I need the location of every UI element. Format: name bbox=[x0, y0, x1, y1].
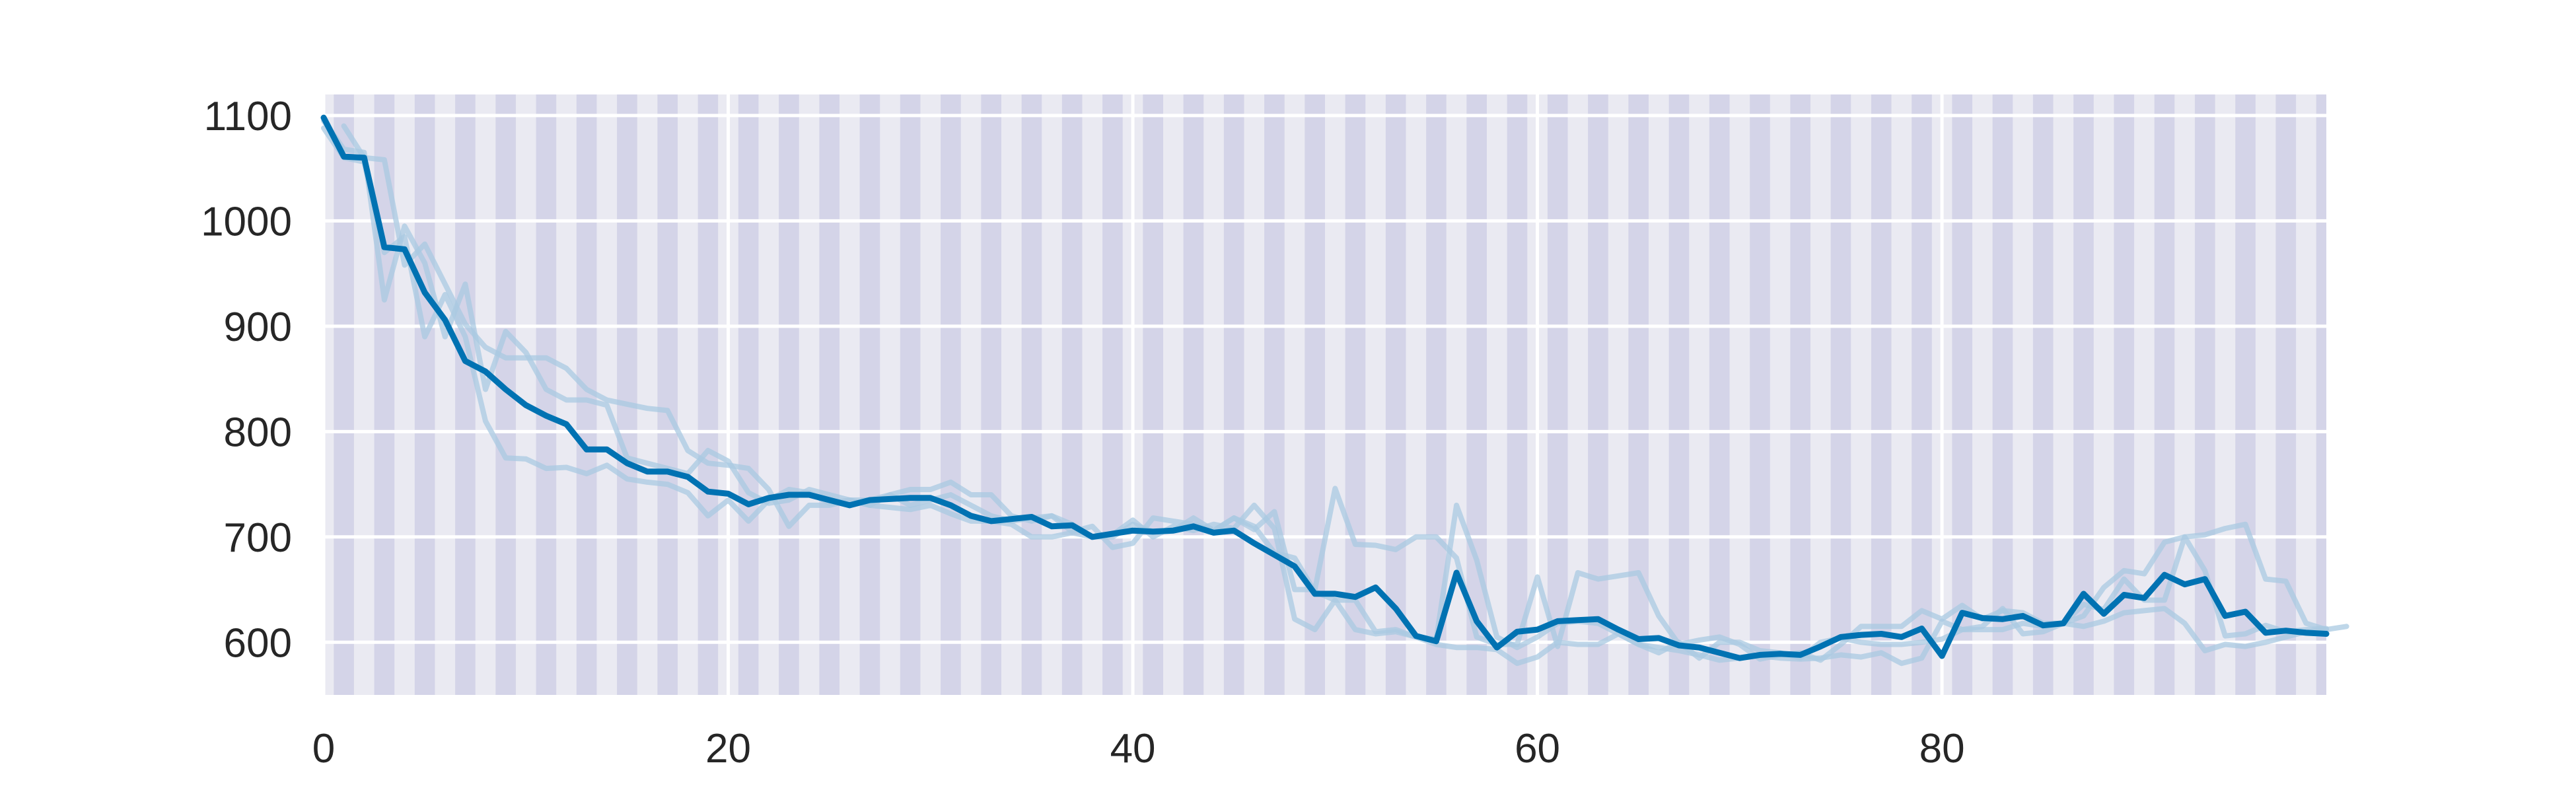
background-stripe bbox=[334, 94, 354, 695]
background-stripe bbox=[1264, 94, 1285, 695]
background-stripe bbox=[1912, 94, 1932, 695]
y-tick-label: 900 bbox=[224, 305, 292, 350]
background-stripe bbox=[1871, 94, 1892, 695]
background-stripe bbox=[981, 94, 1001, 695]
x-tick-label: 60 bbox=[1515, 726, 1560, 772]
background-stripe bbox=[455, 94, 476, 695]
background-stripe bbox=[1668, 94, 1690, 695]
background-stripe bbox=[779, 94, 799, 695]
y-tick-label: 1000 bbox=[201, 199, 292, 244]
background-stripe bbox=[859, 94, 880, 695]
background-stripe bbox=[1061, 94, 1083, 695]
background-stripe bbox=[2194, 94, 2215, 695]
y-tick-label: 600 bbox=[224, 620, 292, 666]
background-stripe bbox=[1790, 94, 1811, 695]
background-stripe bbox=[1102, 94, 1123, 695]
x-tick-label: 0 bbox=[312, 726, 335, 772]
series-line-mean bbox=[320, 114, 2330, 661]
series-line-faint-2 bbox=[321, 126, 2329, 667]
background-stripe bbox=[1305, 94, 1325, 695]
background-stripe bbox=[1750, 94, 1770, 695]
background-stripe bbox=[2154, 94, 2175, 695]
x-tick-label: 40 bbox=[1110, 726, 1156, 772]
background-stripe bbox=[900, 94, 921, 695]
background-stripe bbox=[1588, 94, 1608, 695]
background-stripe bbox=[657, 94, 678, 695]
background-stripe bbox=[1385, 94, 1406, 695]
background-stripe bbox=[617, 94, 637, 695]
x-tick-label: 80 bbox=[1919, 726, 1965, 772]
x-axis-ticks: 0 20 40 60 80 bbox=[312, 726, 1965, 772]
background-stripe bbox=[2235, 94, 2256, 695]
background-stripe bbox=[2316, 94, 2326, 695]
y-tick-label: 800 bbox=[224, 410, 292, 455]
background-stripe bbox=[414, 94, 435, 695]
background-stripe bbox=[1183, 94, 1204, 695]
y-tick-label: 1100 bbox=[204, 94, 292, 139]
background-stripe bbox=[1021, 94, 1042, 695]
background-stripe bbox=[1830, 94, 1851, 695]
y-tick-label: 700 bbox=[224, 515, 292, 561]
background-stripe bbox=[1507, 94, 1528, 695]
background-stripe bbox=[698, 94, 719, 695]
y-axis-ticks: 600 700 800 900 1000 1100 bbox=[201, 94, 292, 666]
background-stripe bbox=[2032, 94, 2054, 695]
background-stripe bbox=[1143, 94, 1163, 695]
background-stripe bbox=[1709, 94, 1730, 695]
background-stripe bbox=[738, 94, 759, 695]
series-layer bbox=[320, 114, 2349, 667]
background-stripe bbox=[1223, 94, 1244, 695]
background-stripe bbox=[941, 94, 961, 695]
background-stripe bbox=[1547, 94, 1568, 695]
background-stripe bbox=[2275, 94, 2297, 695]
x-tick-label: 20 bbox=[705, 726, 751, 772]
background-stripe bbox=[819, 94, 840, 695]
background-stripe bbox=[1992, 94, 2013, 695]
series-line-faint-3 bbox=[341, 123, 2349, 663]
background-stripe bbox=[1952, 94, 1973, 695]
background-stripe bbox=[1628, 94, 1649, 695]
